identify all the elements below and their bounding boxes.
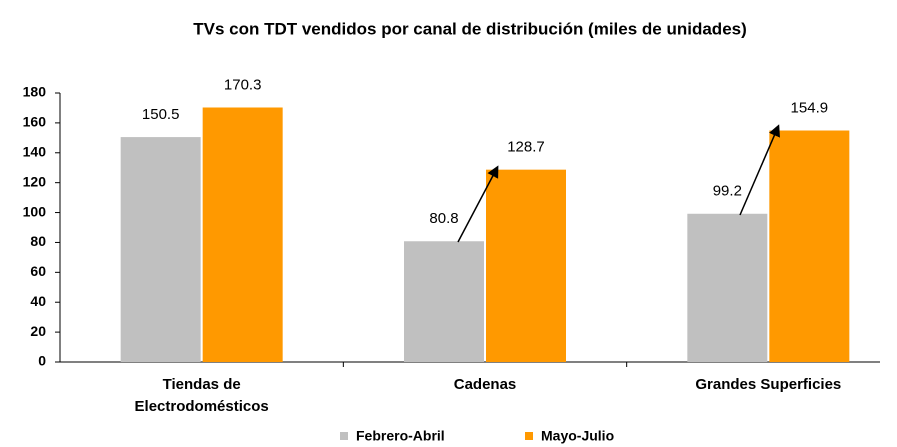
value-label: 150.5 [142, 106, 180, 123]
x-tick-label: Tiendas de Electrodomésticos [134, 376, 269, 415]
y-tick-label: 180 [23, 84, 47, 100]
y-tick-label: 160 [23, 114, 47, 130]
legend-swatch [340, 432, 348, 440]
value-label: 154.9 [791, 99, 829, 116]
bar [120, 137, 201, 362]
legend-swatch [525, 432, 533, 440]
bar [687, 213, 768, 362]
bar [202, 107, 283, 362]
value-label: 80.8 [429, 210, 458, 227]
value-label: 128.7 [507, 139, 545, 156]
x-tick-label: Grandes Superficies [695, 376, 842, 393]
y-tick-label: 60 [30, 263, 46, 279]
legend-label: Febrero-Abril [356, 428, 445, 444]
y-tick-label: 120 [23, 173, 47, 189]
y-tick-label: 0 [38, 353, 46, 369]
value-label: 99.2 [713, 183, 742, 200]
bar [769, 130, 850, 362]
y-tick-label: 40 [30, 293, 46, 309]
bar [404, 241, 484, 362]
bar [486, 169, 566, 362]
y-tick-label: 100 [23, 203, 47, 219]
arrow [739, 124, 780, 216]
legend-label: Mayo-Julio [541, 428, 614, 444]
y-tick-label: 20 [30, 323, 46, 339]
chart-title: TVs con TDT vendidos por canal de distri… [193, 19, 747, 38]
y-tick-label: 80 [30, 233, 46, 249]
value-label: 170.3 [224, 76, 262, 93]
arrow [457, 165, 499, 243]
x-tick-label: Cadenas [453, 376, 517, 393]
y-tick-label: 140 [23, 143, 47, 159]
